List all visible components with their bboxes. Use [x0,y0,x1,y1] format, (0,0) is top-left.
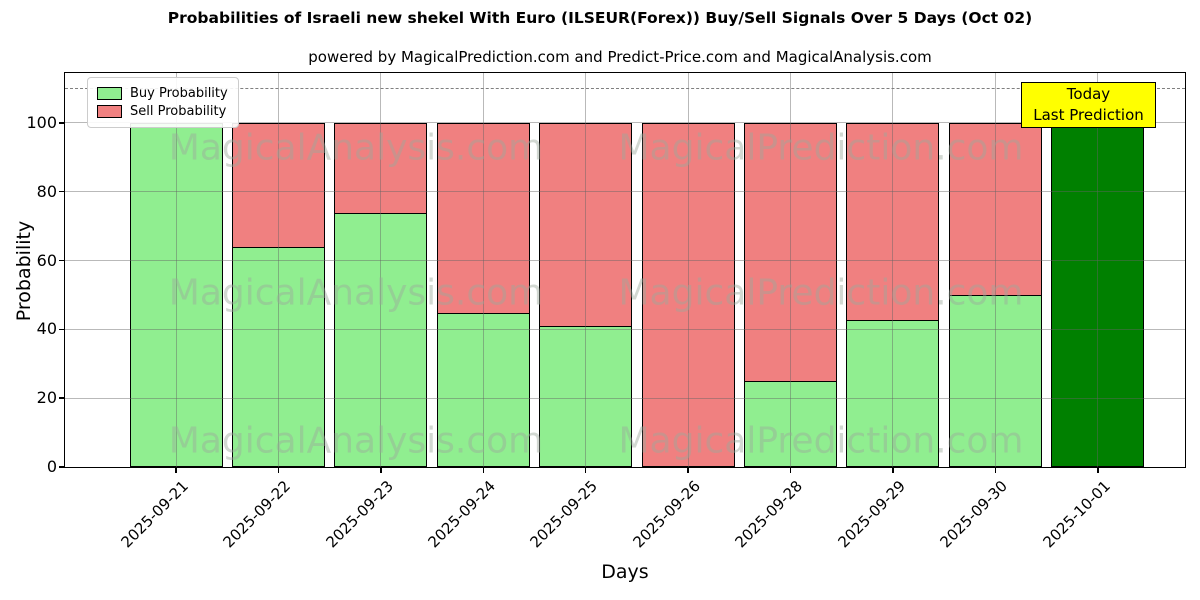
bar-2025-09-29-sell [846,122,940,321]
x-gridline [585,73,587,467]
chart-subtitle: powered by MagicalPrediction.com and Pre… [308,48,932,66]
bar-2025-09-24-sell [436,122,530,314]
bar-2025-09-28-buy [744,380,838,467]
x-gridline [892,73,894,467]
x-gridline [482,73,484,467]
y-gridline [65,397,1185,399]
legend-label-sell: Sell Probability [130,104,227,119]
bar-2025-09-23-sell [334,122,428,214]
x-tick-label-text: 2025-09-29 [834,477,909,552]
today-annotation: Today Last Prediction [1021,82,1156,128]
x-tick [277,468,280,473]
legend-item-sell: Sell Probability [97,104,228,119]
chart-title: Probabilities of Israeli new shekel With… [167,9,1033,27]
bar-2025-09-22-buy [231,246,325,467]
bar-2025-09-22-sell [231,122,325,249]
x-tick-label-text: 2025-10-01 [1039,477,1114,552]
bar-2025-09-28-sell [744,122,838,383]
x-tick [380,468,382,473]
y-tick-label: 40 [36,319,57,339]
today-annotation-line2: Last Prediction [1033,106,1144,124]
y-tick [59,466,65,468]
x-gridline [994,73,996,467]
legend-label-buy: Buy Probability [130,86,228,101]
sell-probability-swatch [97,105,122,118]
x-tick-label-text: 2025-09-23 [322,477,397,552]
x-axis-label: Days [601,561,649,583]
x-tick [789,468,792,473]
bar-2025-09-24-buy [436,312,530,467]
legend-item-buy: Buy Probability [97,86,228,101]
bar-2025-09-29-buy [846,319,940,467]
x-tick-label-text: 2025-09-26 [629,477,704,552]
y-tick [59,259,65,262]
bar-2025-10-01-today [1051,122,1145,467]
x-tick [1097,468,1099,473]
x-tick [584,468,587,473]
x-gridline [1097,73,1099,467]
x-tick-label-text: 2025-09-25 [527,477,602,552]
bar-2025-09-23-buy [334,212,428,467]
x-gridline [380,73,382,467]
y-tick [59,190,65,193]
y-gridline [65,191,1185,193]
bar-2025-09-25-sell [539,122,633,328]
y-tick [59,328,65,331]
y-tick-label: 20 [36,388,57,408]
x-tick-label-text: 2025-09-28 [731,477,807,552]
today-annotation-line1: Today [1066,85,1111,103]
y-tick-label: 60 [36,250,57,270]
bar-2025-09-30-buy [948,294,1042,467]
x-gridline [790,73,792,467]
x-tick-label-text: 2025-09-22 [219,477,295,552]
threshold-dashed-line [65,87,1185,89]
bar-2025-09-26-sell [641,122,735,467]
x-tick [482,468,484,473]
x-tick [175,468,177,473]
y-gridline [65,260,1185,262]
x-gridline [687,73,689,467]
bar-2025-09-30-sell [948,122,1042,297]
x-tick-label-text: 2025-09-30 [936,477,1012,552]
plot-area [65,73,1185,467]
x-tick [994,468,997,473]
buy-probability-swatch [97,87,122,100]
x-gridline [175,73,177,467]
y-tick [59,397,65,399]
x-tick-label-text: 2025-09-24 [424,477,499,552]
x-tick [892,468,894,473]
y-gridline [65,328,1185,330]
x-tick-label-text: 2025-09-21 [117,477,192,552]
y-tick [59,122,65,124]
y-tick-label: 80 [36,181,57,201]
y-axis-label: Probability [13,220,35,322]
bar-2025-09-21-buy [129,122,223,467]
x-gridline [277,73,279,467]
x-tick [687,468,689,473]
y-tick-label: 100 [26,112,57,132]
y-gridline [65,122,1185,124]
legend: Buy Probability Sell Probability [87,77,239,128]
y-tick-label: 0 [46,457,57,476]
